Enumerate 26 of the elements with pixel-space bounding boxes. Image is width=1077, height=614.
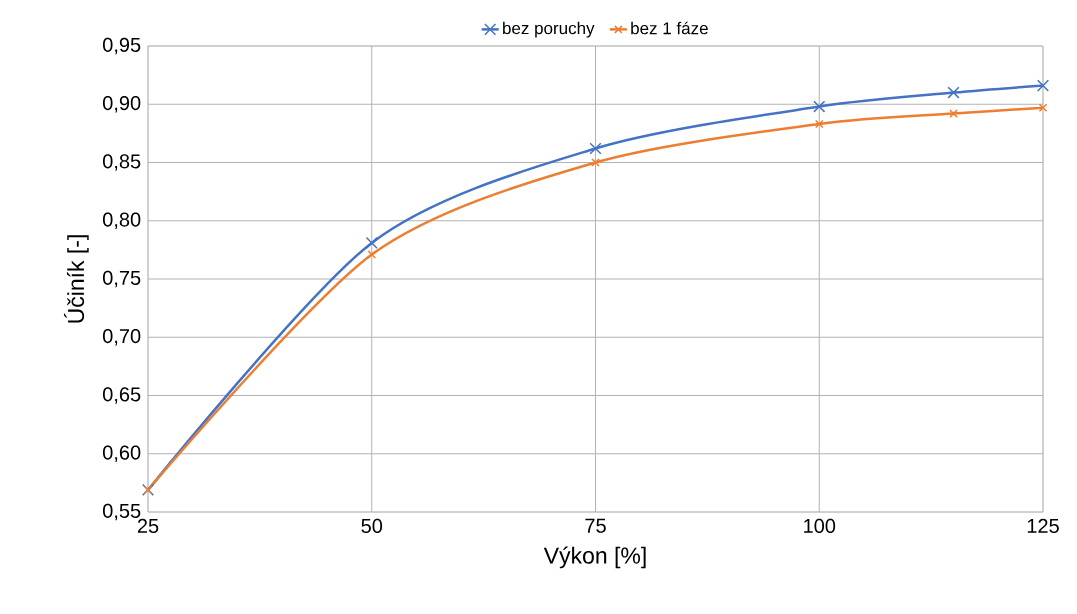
y-tick-label: 0,65 xyxy=(102,387,141,404)
point xyxy=(1036,79,1050,92)
point xyxy=(1038,103,1048,113)
y-tick-label: 0,80 xyxy=(102,212,141,230)
x-axis-title: Výkon [%] xyxy=(543,546,646,569)
point xyxy=(589,142,602,155)
y-tick-label: 0,90 xyxy=(102,95,141,113)
y-tick-label: 0,60 xyxy=(102,445,141,463)
point xyxy=(591,158,600,167)
point xyxy=(947,86,960,99)
y-axis-title: Účiník [-] xyxy=(63,235,89,323)
x-tick-label: 50 xyxy=(361,518,383,534)
point xyxy=(367,250,377,259)
y-tick-label: 0,85 xyxy=(102,154,141,171)
legend-label: bez poruchy xyxy=(503,21,595,38)
x-tick-label: 75 xyxy=(585,518,606,533)
x-tick-label: 100 xyxy=(804,518,836,534)
x-tick-label: 125 xyxy=(1027,518,1059,534)
legend-label: bez 1 fáze xyxy=(631,21,708,35)
point xyxy=(813,100,826,113)
point xyxy=(814,119,824,129)
y-tick-label: 0,95 xyxy=(102,37,141,55)
y-tick-label: 0,70 xyxy=(102,329,141,346)
y-tick-label: 0,75 xyxy=(102,270,141,288)
point xyxy=(365,236,378,249)
point xyxy=(949,109,958,118)
